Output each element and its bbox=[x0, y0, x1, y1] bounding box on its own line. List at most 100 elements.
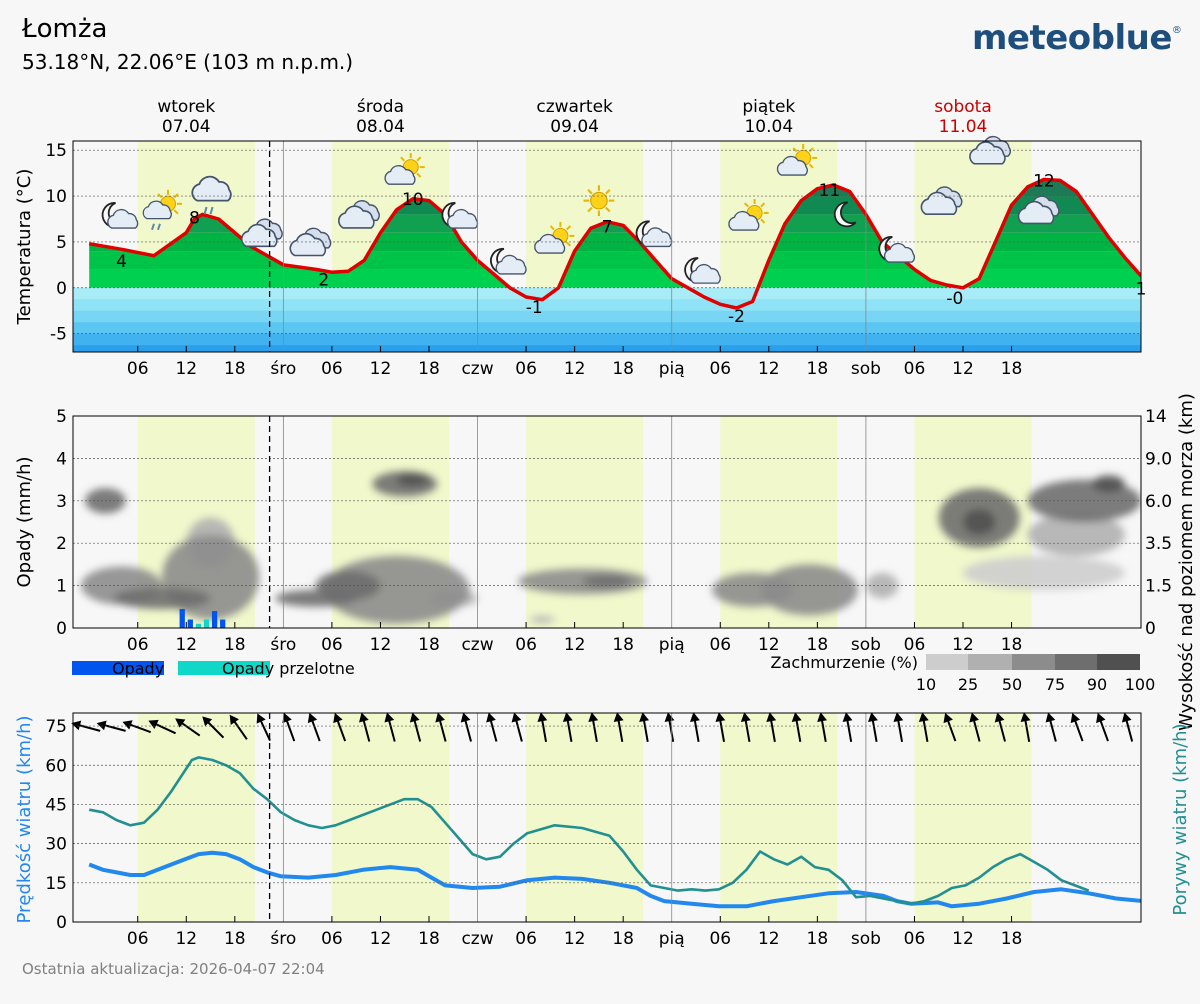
x-tick-label: 18 bbox=[612, 929, 634, 949]
meteoblue-logo[interactable]: meteoblue® bbox=[972, 18, 1182, 58]
wind-plot bbox=[88, 756, 1141, 909]
cloud-scale-tick: 50 bbox=[1002, 675, 1022, 694]
cloud-blob bbox=[396, 473, 429, 486]
wind-arrow bbox=[868, 712, 878, 742]
moon-cloud-icon bbox=[441, 202, 479, 229]
cloud-scale-swatch bbox=[1012, 654, 1055, 670]
temperature-axis-title: Temperatura (°C) bbox=[14, 169, 35, 326]
cloud-scale-tick: 90 bbox=[1087, 675, 1107, 694]
x-tick-label: 18 bbox=[224, 929, 246, 949]
day-tick-label: pią bbox=[659, 929, 685, 949]
x-tick-label: 12 bbox=[952, 929, 974, 949]
sun-icon bbox=[583, 185, 615, 217]
y-tick-label: 75 bbox=[45, 717, 67, 737]
precip-bar bbox=[211, 611, 218, 628]
cold-band bbox=[73, 310, 1141, 324]
sun-cloud-icon bbox=[776, 143, 818, 176]
clouds-icon bbox=[289, 227, 332, 257]
wind-arrow bbox=[229, 714, 248, 740]
x-tick-label: 12 bbox=[564, 929, 586, 949]
day-date: 10.04 bbox=[744, 117, 793, 137]
wind-arrow bbox=[791, 712, 802, 742]
cold-band bbox=[73, 345, 1141, 352]
panel-frame bbox=[72, 712, 1142, 923]
x-tick-label: 18 bbox=[418, 929, 440, 949]
cloud-scale-tick: 100 bbox=[1125, 675, 1156, 694]
cloud-blob bbox=[760, 564, 858, 616]
wind-arrow bbox=[511, 712, 523, 742]
x-tick-label: 06 bbox=[709, 929, 731, 949]
cloud-scale-swatch bbox=[926, 654, 968, 670]
moon-cloud-icon bbox=[878, 236, 916, 263]
x-tick-label: 12 bbox=[564, 359, 586, 379]
cold-band bbox=[73, 287, 1141, 301]
y-tick-label: 5 bbox=[56, 407, 67, 427]
cloud-scale-swatch bbox=[1055, 654, 1097, 670]
wind-arrow bbox=[1020, 712, 1031, 742]
x-tick-label: 12 bbox=[952, 635, 974, 655]
x-tick-label: 18 bbox=[418, 359, 440, 379]
x-tick-label: 06 bbox=[321, 635, 343, 655]
precipitation-plot bbox=[81, 471, 1141, 628]
logo-text: meteoblue bbox=[972, 18, 1172, 58]
day-date: 09.04 bbox=[550, 117, 599, 137]
temperature-label: -1 bbox=[526, 298, 543, 318]
precip-bar bbox=[179, 608, 185, 628]
wind-arrow bbox=[359, 712, 371, 742]
day-name: wtorek bbox=[157, 97, 215, 117]
wind-arrow bbox=[1096, 712, 1109, 742]
temperature-label: 4 bbox=[116, 252, 127, 272]
weather-icons bbox=[101, 135, 1060, 284]
x-tick-label: 18 bbox=[807, 929, 829, 949]
y-tick-label: 2 bbox=[56, 534, 67, 554]
cloud-scale-tick: 75 bbox=[1045, 675, 1065, 694]
moon-icon bbox=[833, 201, 857, 228]
wind-arrow bbox=[817, 712, 828, 742]
cloud-blob bbox=[963, 555, 1125, 590]
x-tick-label: 18 bbox=[612, 635, 634, 655]
x-tick-label: 06 bbox=[709, 359, 731, 379]
wind-arrow bbox=[148, 719, 177, 735]
day-tick-label: sob bbox=[851, 359, 881, 379]
day-tick-label: pią bbox=[659, 635, 685, 655]
day-tick-label: sob bbox=[851, 635, 881, 655]
daylight-band bbox=[914, 713, 1032, 922]
x-tick-label: 06 bbox=[515, 635, 537, 655]
x-tick-label: 18 bbox=[612, 359, 634, 379]
clouds-icon bbox=[240, 218, 283, 248]
altitude-tick-label: 9.0 bbox=[1145, 449, 1172, 469]
gust-axis-title: Porywy wiatru (km/h) bbox=[1170, 723, 1191, 915]
sun-cloud-rain-icon bbox=[142, 189, 182, 231]
x-tick-label: 06 bbox=[321, 929, 343, 949]
temperature-label: 2 bbox=[318, 270, 329, 290]
cloud-blob bbox=[1027, 513, 1125, 556]
legend-label-shower: Opady przelotne bbox=[222, 659, 355, 678]
cloud-scale-tick: 10 bbox=[916, 675, 936, 694]
x-tick-label: 18 bbox=[224, 635, 246, 655]
wind-arrow bbox=[175, 718, 201, 737]
wind-arrow bbox=[588, 712, 599, 742]
x-tick-label: 06 bbox=[515, 929, 537, 949]
temperature-line bbox=[88, 177, 1141, 310]
precip-bar bbox=[195, 623, 202, 628]
wind-arrow bbox=[969, 712, 981, 742]
x-tick-label: 06 bbox=[127, 929, 149, 949]
daylight-band bbox=[137, 713, 255, 922]
sun-cloud-icon bbox=[534, 221, 575, 254]
temperature-label: 7 bbox=[602, 218, 613, 238]
sun-cloud-icon bbox=[384, 153, 425, 185]
daylight-band bbox=[526, 713, 644, 922]
x-tick-label: 18 bbox=[807, 635, 829, 655]
wind-arrow bbox=[460, 712, 472, 742]
day-tick-label: śro bbox=[270, 359, 296, 379]
cloud-blob bbox=[1092, 475, 1125, 493]
wind-direction-arrows bbox=[71, 712, 1134, 742]
wind-arrow bbox=[766, 712, 777, 742]
wind-arrow bbox=[307, 712, 321, 742]
y-tick-label: 15 bbox=[45, 141, 67, 161]
y-tick-label: 1 bbox=[56, 577, 67, 597]
x-tick-label: 18 bbox=[224, 359, 246, 379]
y-tick-label: 45 bbox=[45, 795, 67, 815]
cloud-blob bbox=[113, 587, 211, 609]
x-tick-label: 12 bbox=[175, 359, 197, 379]
